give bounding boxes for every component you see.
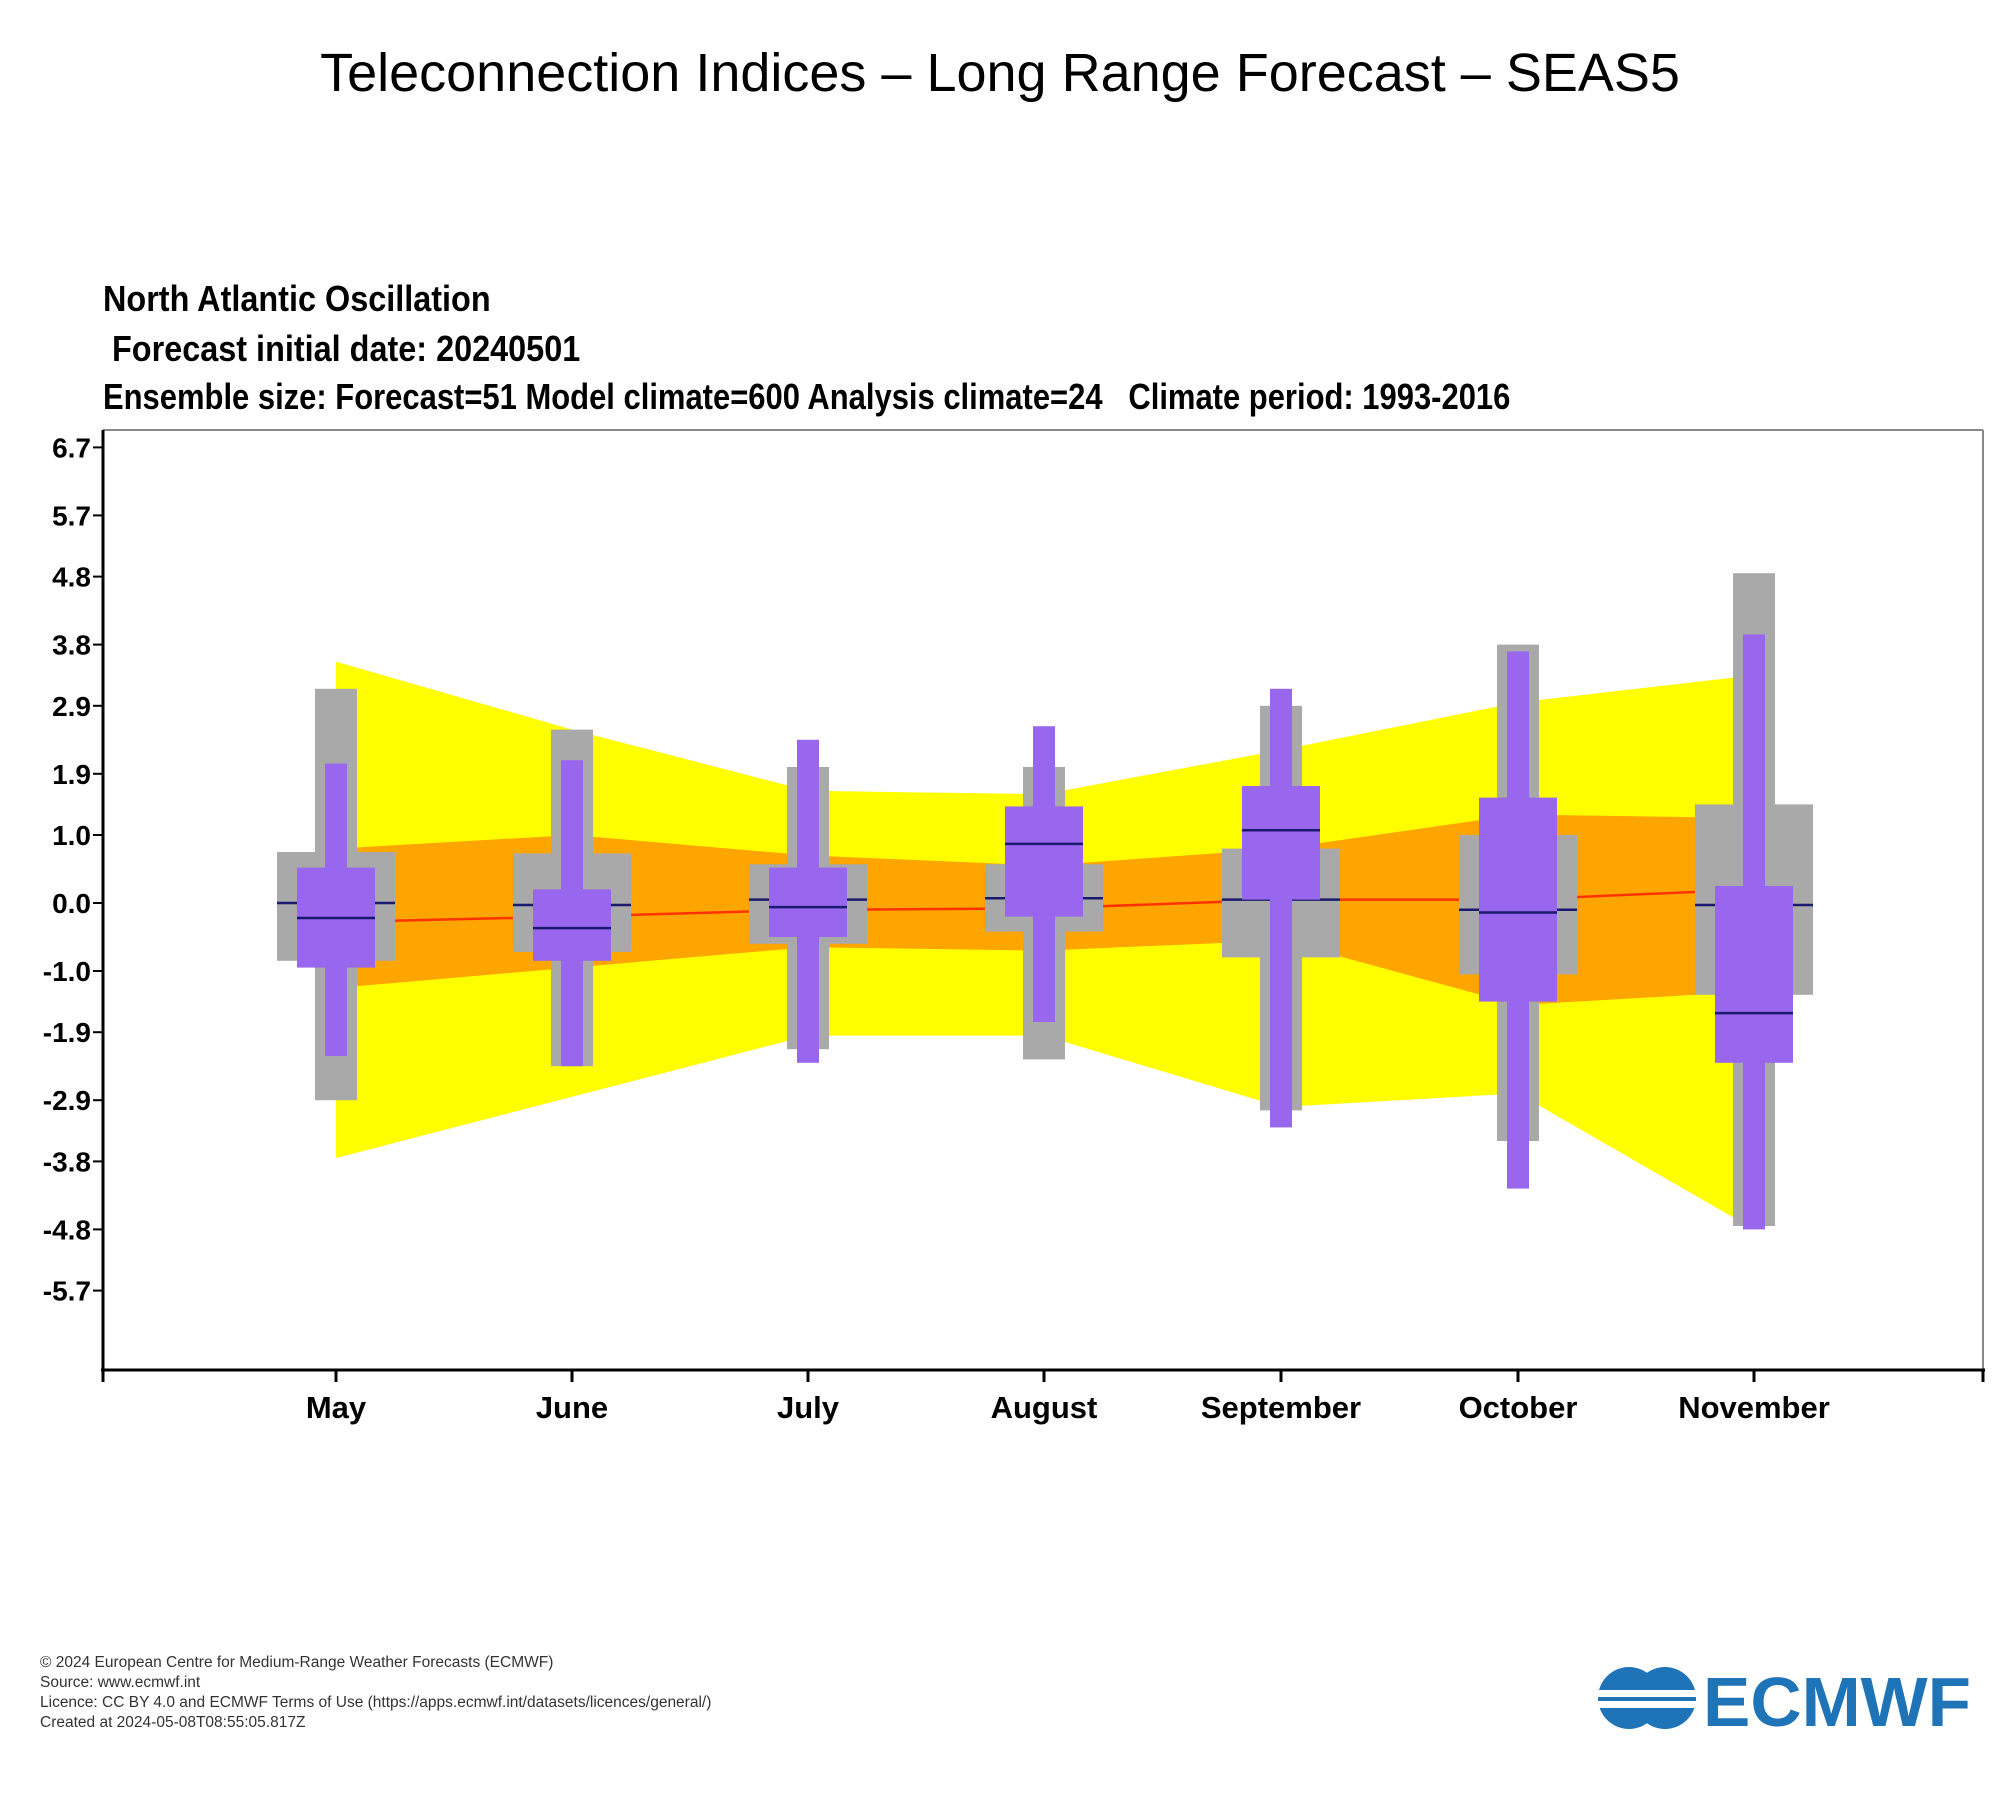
- x-tick-label: November: [1678, 1390, 1830, 1425]
- forecast-box: [533, 889, 611, 961]
- y-tick-label: 2.9: [52, 691, 91, 722]
- y-tick-label: 1.9: [52, 759, 91, 790]
- x-tick-label: May: [306, 1390, 367, 1425]
- forecast-boxes: [297, 634, 1793, 1230]
- y-tick-label: 3.8: [52, 630, 91, 661]
- y-tick-label: 5.7: [52, 500, 91, 531]
- y-tick-label: -5.7: [43, 1276, 91, 1307]
- forecast-box: [769, 867, 847, 937]
- forecast-date-label: Forecast initial date: 20240501: [103, 328, 581, 369]
- y-tick-label: 6.7: [52, 432, 91, 463]
- ecmwf-logo: ECMWF: [1595, 1663, 1971, 1740]
- x-tick-label: July: [777, 1390, 840, 1425]
- y-tick-label: 4.8: [52, 562, 91, 593]
- chart-axes: 6.7 5.7 4.8 3.8 2.9 1.9 1.0 0.0 -1.0 -1.9 -2.9 -3.8…: [43, 429, 1985, 1425]
- forecast-box: [1715, 886, 1793, 1063]
- nao-chart: 6.7 5.7 4.8 3.8 2.9 1.9 1.0 0.0 -1.0 -1.9 -2.9 -3.8…: [43, 429, 1985, 1425]
- copyright-footer: © 2024 European Centre for Medium-Range …: [40, 1653, 711, 1733]
- forecast-whisker: [1270, 688, 1292, 1128]
- y-tick-label: 0.0: [52, 888, 91, 919]
- ecmwf-logo-text: ECMWF: [1703, 1663, 1971, 1740]
- x-tick-label: October: [1459, 1390, 1578, 1425]
- forecast-box: [1242, 786, 1320, 900]
- y-tick-label: 1.0: [52, 820, 91, 851]
- licence-line: Licence: CC BY 4.0 and ECMWF Terms of Us…: [40, 1694, 712, 1711]
- source-line: Source: www.ecmwf.int: [40, 1674, 201, 1691]
- y-tick-label: -1.9: [43, 1017, 91, 1048]
- y-tick-label: -2.9: [43, 1085, 91, 1116]
- forecast-box: [1005, 806, 1083, 917]
- copyright-line: © 2024 European Centre for Medium-Range …: [40, 1654, 554, 1671]
- x-tick-label: August: [991, 1390, 1098, 1425]
- forecast-box: [1479, 797, 1557, 1002]
- x-tick-label: September: [1201, 1390, 1361, 1425]
- y-tick-label: -4.8: [43, 1214, 91, 1245]
- y-tick-label: -1.0: [43, 956, 91, 987]
- ecmwf-emblem-icon: [1595, 1667, 1699, 1729]
- page-title: Teleconnection Indices – Long Range Fore…: [320, 43, 1680, 103]
- ensemble-info-label: Ensemble size: Forecast=51 Model climate…: [103, 376, 1511, 417]
- created-line: Created at 2024-05-08T08:55:05.817Z: [40, 1714, 306, 1731]
- x-tick-label: June: [536, 1390, 608, 1425]
- chart-title: North Atlantic Oscillation: [103, 278, 491, 319]
- y-tick-label: -3.8: [43, 1146, 91, 1177]
